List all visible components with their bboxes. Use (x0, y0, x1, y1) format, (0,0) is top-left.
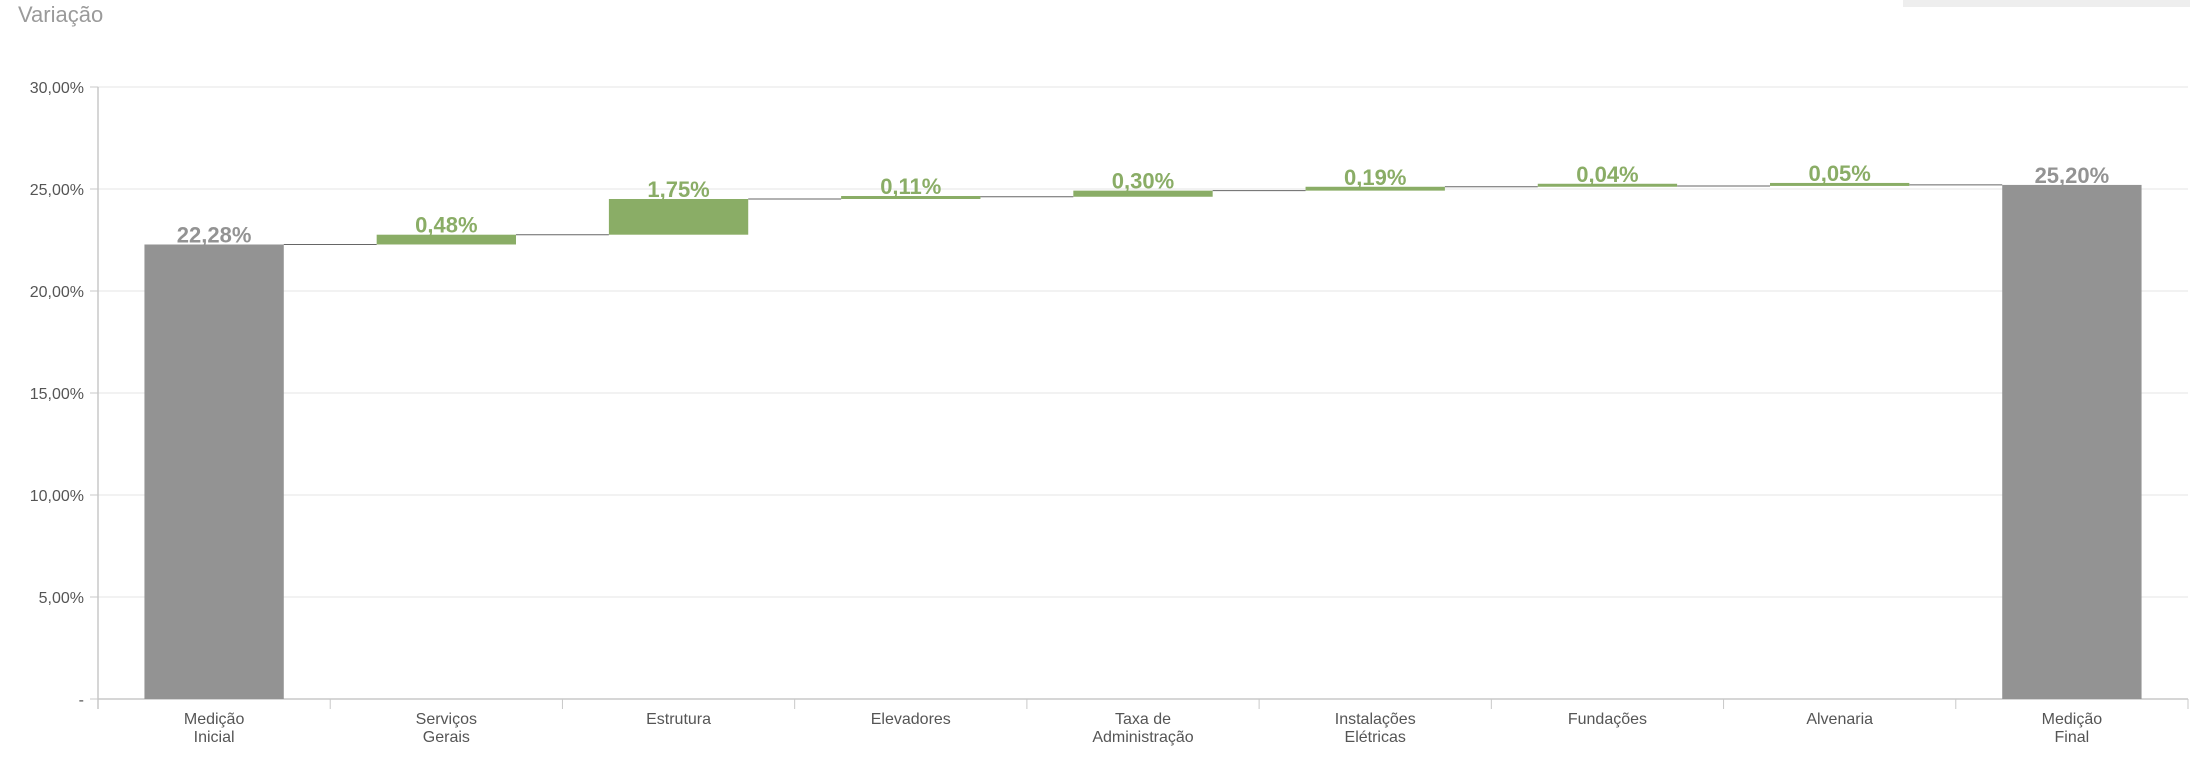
data-label: 0,30% (1112, 169, 1174, 194)
data-label: 0,11% (880, 174, 941, 199)
delta-bar (1537, 183, 1678, 187)
y-tick-label: 30,00% (30, 80, 84, 97)
x-tick-label: Final (2055, 729, 2090, 746)
data-label: 0,19% (1344, 165, 1406, 190)
data-label: 1,75% (647, 177, 709, 202)
x-tick-label: Estrutura (646, 711, 711, 728)
delta-bar (608, 198, 749, 235)
data-label: 0,05% (1808, 161, 1870, 186)
delta-bar (376, 234, 516, 245)
total-bar (144, 244, 284, 699)
x-tick-label: Elevadores (871, 711, 951, 728)
x-tick-label: Taxa de (1115, 711, 1171, 728)
chart-title: Variação (18, 2, 104, 27)
total-bar (2002, 184, 2142, 700)
data-label: 22,28% (177, 222, 252, 247)
y-tick-label: 10,00% (30, 488, 84, 505)
data-label: 0,48% (415, 213, 477, 238)
data-label: 0,04% (1576, 162, 1638, 187)
delta-bar (1770, 182, 1910, 186)
y-tick-label: 20,00% (30, 284, 84, 301)
x-tick-label: Medição (184, 711, 245, 728)
x-tick-label: Gerais (423, 729, 470, 746)
data-label: 25,20% (2035, 163, 2110, 188)
x-tick-label: Fundações (1568, 711, 1647, 728)
x-tick-label: Alvenaria (1806, 711, 1873, 728)
x-tick-label: Administração (1092, 729, 1193, 746)
top-right-panel (1903, 0, 2190, 7)
y-tick-label: 25,00% (30, 182, 84, 199)
delta-bar (1305, 186, 1445, 191)
delta-bar (841, 195, 981, 199)
x-tick-label: Elétricas (1345, 729, 1406, 746)
x-tick-label: Serviços (416, 711, 477, 728)
delta-bar (1073, 190, 1213, 197)
x-tick-label: Instalações (1335, 711, 1416, 728)
y-tick-label: 5,00% (39, 590, 84, 607)
x-tick-label: Medição (2042, 711, 2103, 728)
x-tick-label: Inicial (194, 729, 235, 746)
y-tick-label: 15,00% (30, 386, 84, 403)
y-tick-label: - (79, 692, 84, 709)
